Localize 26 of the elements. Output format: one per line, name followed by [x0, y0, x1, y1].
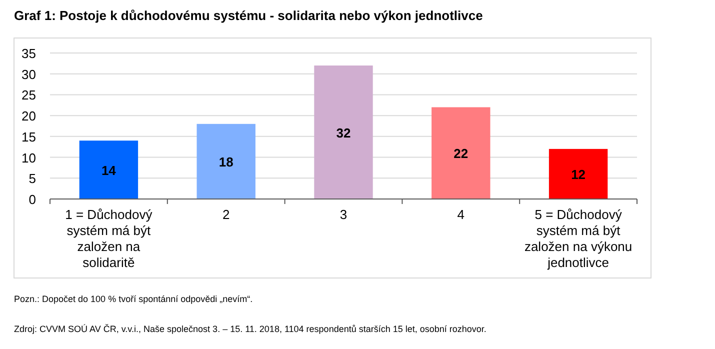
data-label: 14 — [101, 162, 117, 178]
data-label: 32 — [336, 125, 351, 140]
y-tick-label: 30 — [22, 66, 36, 82]
x-tick-label: 1 = Důchodový systém má být založen na solidaritě — [65, 207, 153, 270]
text: Pozn.: Dopočet do 100 % tvoří spontánní odpovědi „nevím“. — [14, 294, 253, 304]
x-tick-label: 2 — [222, 207, 230, 222]
y-tick-label: 10 — [22, 150, 36, 166]
data-label: 18 — [218, 154, 234, 170]
bar — [79, 140, 138, 199]
text: Zdroj: CVVM SOÚ AV ČR, v.v.i., Naše společnost 3. – 15. 11. 2018, 1104 respondentů starších 15 let, osobní rozhovor. — [14, 324, 486, 334]
bar — [432, 107, 490, 199]
bar — [196, 124, 256, 199]
x-tick-label: 4 — [457, 207, 465, 222]
x-tick-label: 5 = Důchodový systém má být založen na výkonu jednotlivce — [524, 207, 632, 270]
y-tick-label: 20 — [22, 108, 36, 124]
x-tick-label: 3 — [340, 207, 348, 222]
y-tick-label: 5 — [28, 171, 36, 186]
y-tick-label: 35 — [22, 46, 36, 61]
chart-title: Graf 1: Postoje k důchodovému systému - solidarita nebo výkon jednotlivce — [14, 8, 483, 23]
y-tick-label: 25 — [22, 88, 36, 103]
data-label: 22 — [454, 146, 468, 162]
data-label: 12 — [571, 166, 586, 182]
y-tick-label: 0 — [28, 192, 36, 207]
bar — [548, 148, 608, 199]
bar — [314, 66, 373, 199]
y-tick-label: 15 — [22, 129, 36, 144]
